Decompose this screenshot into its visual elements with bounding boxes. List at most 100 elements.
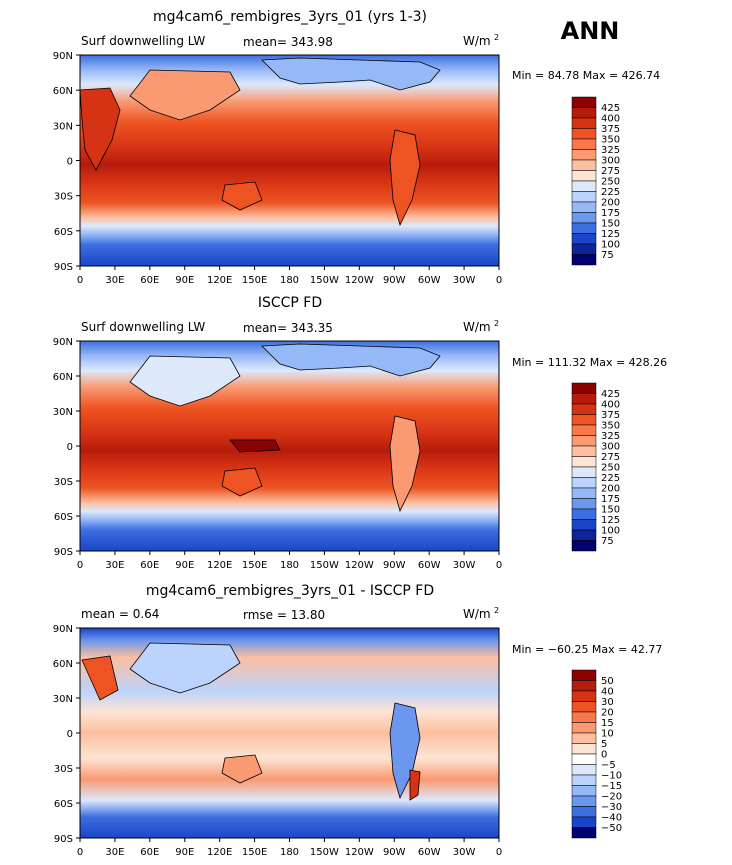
colorbar-label: 325 (601, 431, 620, 442)
x-tick-label: 180 (280, 560, 299, 571)
y-tick-label: 30S (54, 477, 73, 488)
colorbar-swatch (571, 96, 597, 108)
x-tick-label: 90E (175, 560, 194, 571)
units-superscript: 2 (494, 319, 499, 328)
x-tick-label: 30W (453, 560, 476, 571)
colorbar-label: 5 (601, 739, 607, 750)
x-tick-label: 150E (242, 275, 267, 286)
colorbar-label: 375 (601, 410, 620, 421)
colorbar-label: 150 (601, 219, 620, 230)
mean-label: mean= 343.35 (243, 321, 333, 335)
colorbar-label: 225 (601, 187, 620, 198)
x-tick-label: 180 (280, 275, 299, 286)
variable-label: Surf downwelling LW (81, 34, 205, 48)
y-tick-label: 30N (53, 407, 73, 418)
colorbar-swatch (571, 254, 597, 266)
colorbar-swatch (571, 138, 597, 150)
colorbar-label: 175 (601, 494, 620, 505)
y-tick-label: 60S (54, 799, 73, 810)
y-tick-label: 60N (53, 86, 73, 97)
colorbar-label: 30 (601, 697, 614, 708)
colorbar-swatch (571, 498, 597, 510)
x-tick-label: 60W (418, 560, 441, 571)
colorbar-label: 20 (601, 708, 614, 719)
colorbar-swatch (571, 669, 597, 681)
x-tick-label: 90W (383, 847, 406, 858)
y-tick-label: 30N (53, 694, 73, 705)
panel-title: mg4cam6_rembigres_3yrs_01 (yrs 1-3) (153, 9, 427, 25)
colorbar-swatch (571, 393, 597, 405)
colorbar-label: 15 (601, 718, 614, 729)
colorbar-label: 125 (601, 515, 620, 526)
colorbar-swatch (571, 107, 597, 119)
colorbar-swatch (571, 743, 597, 755)
colorbar-swatch (571, 785, 597, 797)
units-text: W/m (463, 320, 491, 334)
colorbar-swatch (571, 519, 597, 531)
colorbar-swatch (571, 827, 597, 839)
panel-2: ISCCP FD Surf downwelling LW mean= 343.3… (53, 295, 667, 571)
colorbar-label: 40 (601, 687, 614, 698)
x-tick-label: 60W (418, 275, 441, 286)
colorbar-label: 50 (601, 676, 614, 687)
x-tick-label: 30W (453, 275, 476, 286)
colorbar-label: −30 (601, 802, 622, 813)
x-tick-label: 120E (207, 847, 232, 858)
colorbar-label: 200 (601, 198, 620, 209)
colorbar-swatch (571, 382, 597, 394)
y-tick-label: 60S (54, 512, 73, 523)
colorbar-label: 300 (601, 156, 620, 167)
colorbar-label: −40 (601, 813, 622, 824)
colorbar-swatch (571, 435, 597, 447)
colorbar-label: 100 (601, 526, 620, 537)
colorbar-label: 400 (601, 114, 620, 125)
colorbar-swatch (571, 243, 597, 255)
colorbar-swatch (571, 222, 597, 234)
x-tick-label: 150W (310, 847, 339, 858)
colorbar-swatch (571, 795, 597, 807)
colorbar-label: 400 (601, 400, 620, 411)
colorbar-label: 325 (601, 145, 620, 156)
colorbar-label: 150 (601, 505, 620, 516)
colorbar-swatch (571, 508, 597, 520)
x-tick-label: 150E (242, 560, 267, 571)
colorbar-label: 225 (601, 473, 620, 484)
colorbar-label: 200 (601, 484, 620, 495)
y-tick-label: 30S (54, 764, 73, 775)
y-tick-label: 0 (67, 729, 73, 740)
minmax-label: Min = 111.32 Max = 428.26 (512, 356, 667, 369)
x-tick-label: 0 (77, 275, 83, 286)
x-tick-label: 0 (496, 847, 502, 858)
x-tick-label: 60W (418, 847, 441, 858)
colorbar-label: 75 (601, 536, 614, 547)
colorbar-swatch (571, 764, 597, 776)
colorbar-label: 425 (601, 389, 620, 400)
x-tick-label: 120W (345, 560, 374, 571)
colorbar-label: 350 (601, 421, 620, 432)
colorbar-label: −50 (601, 823, 622, 834)
colorbar-swatch (571, 753, 597, 765)
y-tick-label: 90S (54, 834, 73, 845)
colorbar-label: 125 (601, 229, 620, 240)
y-tick-label: 60N (53, 659, 73, 670)
colorbar-swatch (571, 680, 597, 692)
colorbar-label: 250 (601, 463, 620, 474)
y-tick-label: 30S (54, 192, 73, 203)
colorbar-label: 250 (601, 177, 620, 188)
colorbar-swatch (571, 403, 597, 415)
colorbar-swatch (571, 159, 597, 171)
panel-3: mg4cam6_rembigres_3yrs_01 - ISCCP FD mea… (53, 583, 663, 858)
colorbar-swatch (571, 774, 597, 786)
x-tick-label: 0 (496, 275, 502, 286)
y-tick-label: 90N (53, 337, 73, 348)
x-tick-label: 120E (207, 275, 232, 286)
minmax-label: Min = 84.78 Max = 426.74 (512, 69, 660, 82)
colorbar-label: 0 (601, 750, 607, 761)
units-text: W/m (463, 34, 491, 48)
units-text: W/m (463, 607, 491, 621)
colorbar-swatch (571, 201, 597, 213)
colorbar-swatch (571, 414, 597, 426)
y-tick-label: 60N (53, 372, 73, 383)
y-tick-label: 0 (67, 442, 73, 453)
colorbar-swatch (571, 170, 597, 182)
